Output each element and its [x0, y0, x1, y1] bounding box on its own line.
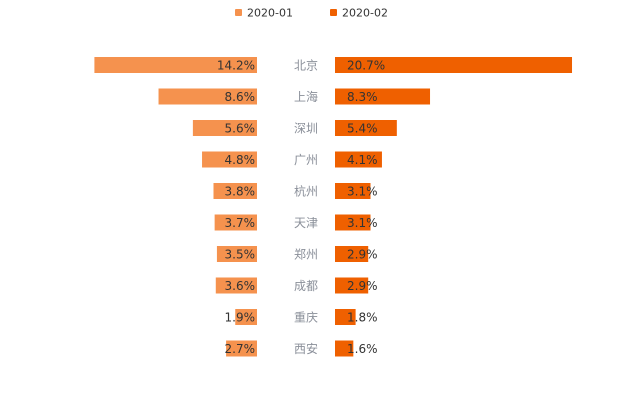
bar-2020-02-0 — [335, 57, 573, 73]
value-label-2020-01-6: 3.5% — [225, 248, 256, 262]
legend-swatch-1 — [235, 9, 242, 16]
category-label-4: 杭州 — [294, 184, 318, 199]
bar-2020-01-0 — [94, 57, 257, 73]
bar-2020-02-6 — [335, 246, 369, 262]
value-label-2020-02-4: 3.1% — [347, 185, 378, 199]
bar-2020-01-4 — [213, 183, 257, 199]
value-label-2020-02-8: 1.8% — [347, 311, 378, 325]
category-label-1: 上海 — [294, 89, 318, 104]
bar-2020-01-9 — [226, 340, 257, 357]
bar-2020-01-3 — [202, 151, 257, 168]
value-label-2020-02-5: 3.1% — [347, 216, 378, 230]
legend: 2020-01 2020-02 — [235, 7, 388, 20]
category-label-5: 天津 — [294, 216, 318, 230]
value-label-2020-01-8: 1.9% — [225, 311, 256, 325]
value-label-2020-02-2: 5.4% — [347, 122, 378, 136]
value-label-2020-02-6: 2.9% — [347, 248, 378, 262]
value-label-2020-02-0: 20.7% — [347, 59, 385, 73]
bar-2020-02-4 — [335, 183, 371, 199]
bar-2020-01-5 — [214, 214, 257, 231]
bar-2020-02-2 — [335, 120, 397, 136]
bar-2020-02-5 — [335, 214, 371, 231]
bar-2020-01-1 — [158, 88, 257, 105]
category-label-8: 重庆 — [294, 311, 318, 325]
category-label-6: 郑州 — [294, 247, 318, 262]
value-label-2020-02-9: 1.6% — [347, 342, 378, 356]
category-label-7: 成都 — [294, 279, 318, 293]
value-label-2020-01-1: 8.6% — [225, 90, 256, 104]
legend-label-2: 2020-02 — [342, 7, 388, 20]
bar-2020-02-1 — [335, 88, 431, 105]
value-label-2020-01-3: 4.8% — [225, 153, 256, 167]
bar-2020-01-7 — [215, 277, 257, 294]
bar-2020-02-9 — [335, 340, 354, 357]
value-label-2020-01-2: 5.6% — [225, 122, 256, 136]
bar-2020-02-7 — [335, 277, 369, 294]
value-label-2020-01-7: 3.6% — [225, 279, 256, 293]
value-label-2020-01-4: 3.8% — [225, 185, 256, 199]
bar-2020-01-8 — [235, 309, 257, 325]
legend-swatch-2 — [330, 9, 337, 16]
category-label-9: 西安 — [294, 341, 318, 356]
value-label-2020-02-3: 4.1% — [347, 153, 378, 167]
series-2020-02-bars: 20.7% 8.3% 5.4% 4.1% 3.1% 3.1% 2.9% 2.9% 1.8% 1.6… — [335, 57, 573, 357]
bar-2020-02-3 — [335, 151, 382, 168]
value-label-2020-01-0: 14.2% — [217, 59, 255, 73]
value-label-2020-02-1: 8.3% — [347, 90, 378, 104]
category-label-3: 广州 — [294, 153, 318, 167]
legend-label-1: 2020-01 — [247, 7, 293, 20]
category-label-2: 深圳 — [294, 122, 318, 136]
bar-2020-02-8 — [335, 309, 356, 325]
bar-2020-01-6 — [216, 246, 257, 262]
value-label-2020-01-5: 3.7% — [225, 216, 256, 230]
value-label-2020-01-9: 2.7% — [225, 342, 256, 356]
value-label-2020-02-7: 2.9% — [347, 279, 378, 293]
bar-2020-01-2 — [192, 120, 257, 136]
series-2020-01-bars: 14.2% 8.6% 5.6% 4.8% 3.8% 3.7% 3.5% 3.6% 1.9% 2.7… — [94, 57, 257, 357]
category-label-0: 北京 — [294, 59, 318, 73]
